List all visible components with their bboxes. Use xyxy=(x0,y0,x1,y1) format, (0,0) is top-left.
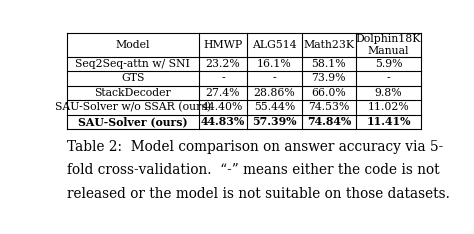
Text: ALG514: ALG514 xyxy=(252,40,297,50)
Text: 5.9%: 5.9% xyxy=(375,59,402,69)
Text: GTS: GTS xyxy=(121,73,145,83)
Text: -: - xyxy=(387,73,391,83)
Text: Table 2:  Model comparison on answer accuracy via 5-: Table 2: Model comparison on answer accu… xyxy=(66,140,443,154)
Text: 11.02%: 11.02% xyxy=(368,102,410,112)
Text: 28.86%: 28.86% xyxy=(254,88,295,98)
Text: fold cross-validation.  “-” means either the code is not: fold cross-validation. “-” means either … xyxy=(66,163,439,177)
Text: 27.4%: 27.4% xyxy=(206,88,240,98)
Text: 23.2%: 23.2% xyxy=(206,59,240,69)
Text: 74.53%: 74.53% xyxy=(308,102,349,112)
Text: 73.9%: 73.9% xyxy=(311,73,346,83)
Text: 58.1%: 58.1% xyxy=(311,59,346,69)
Text: 44.40%: 44.40% xyxy=(202,102,244,112)
Text: 66.0%: 66.0% xyxy=(311,88,346,98)
Text: 44.83%: 44.83% xyxy=(201,116,245,127)
Text: 16.1%: 16.1% xyxy=(257,59,292,69)
Text: SAU-Solver w/o SSAR (ours): SAU-Solver w/o SSAR (ours) xyxy=(55,102,211,112)
Text: released or the model is not suitable on those datasets.: released or the model is not suitable on… xyxy=(66,187,449,201)
Text: StackDecoder: StackDecoder xyxy=(94,88,171,98)
Text: Math23K: Math23K xyxy=(303,40,355,50)
Text: 57.39%: 57.39% xyxy=(252,116,297,127)
Text: Model: Model xyxy=(116,40,150,50)
Text: SAU-Solver (ours): SAU-Solver (ours) xyxy=(78,116,188,127)
Text: 74.84%: 74.84% xyxy=(307,116,351,127)
Text: Dolphin18K
Manual: Dolphin18K Manual xyxy=(356,34,421,56)
Text: 55.44%: 55.44% xyxy=(254,102,295,112)
Text: Seq2Seq-attn w/ SNI: Seq2Seq-attn w/ SNI xyxy=(75,59,190,69)
Text: -: - xyxy=(273,73,276,83)
Text: -: - xyxy=(221,73,225,83)
Text: HMWP: HMWP xyxy=(203,40,243,50)
Text: 9.8%: 9.8% xyxy=(375,88,402,98)
Text: 11.41%: 11.41% xyxy=(366,116,411,127)
